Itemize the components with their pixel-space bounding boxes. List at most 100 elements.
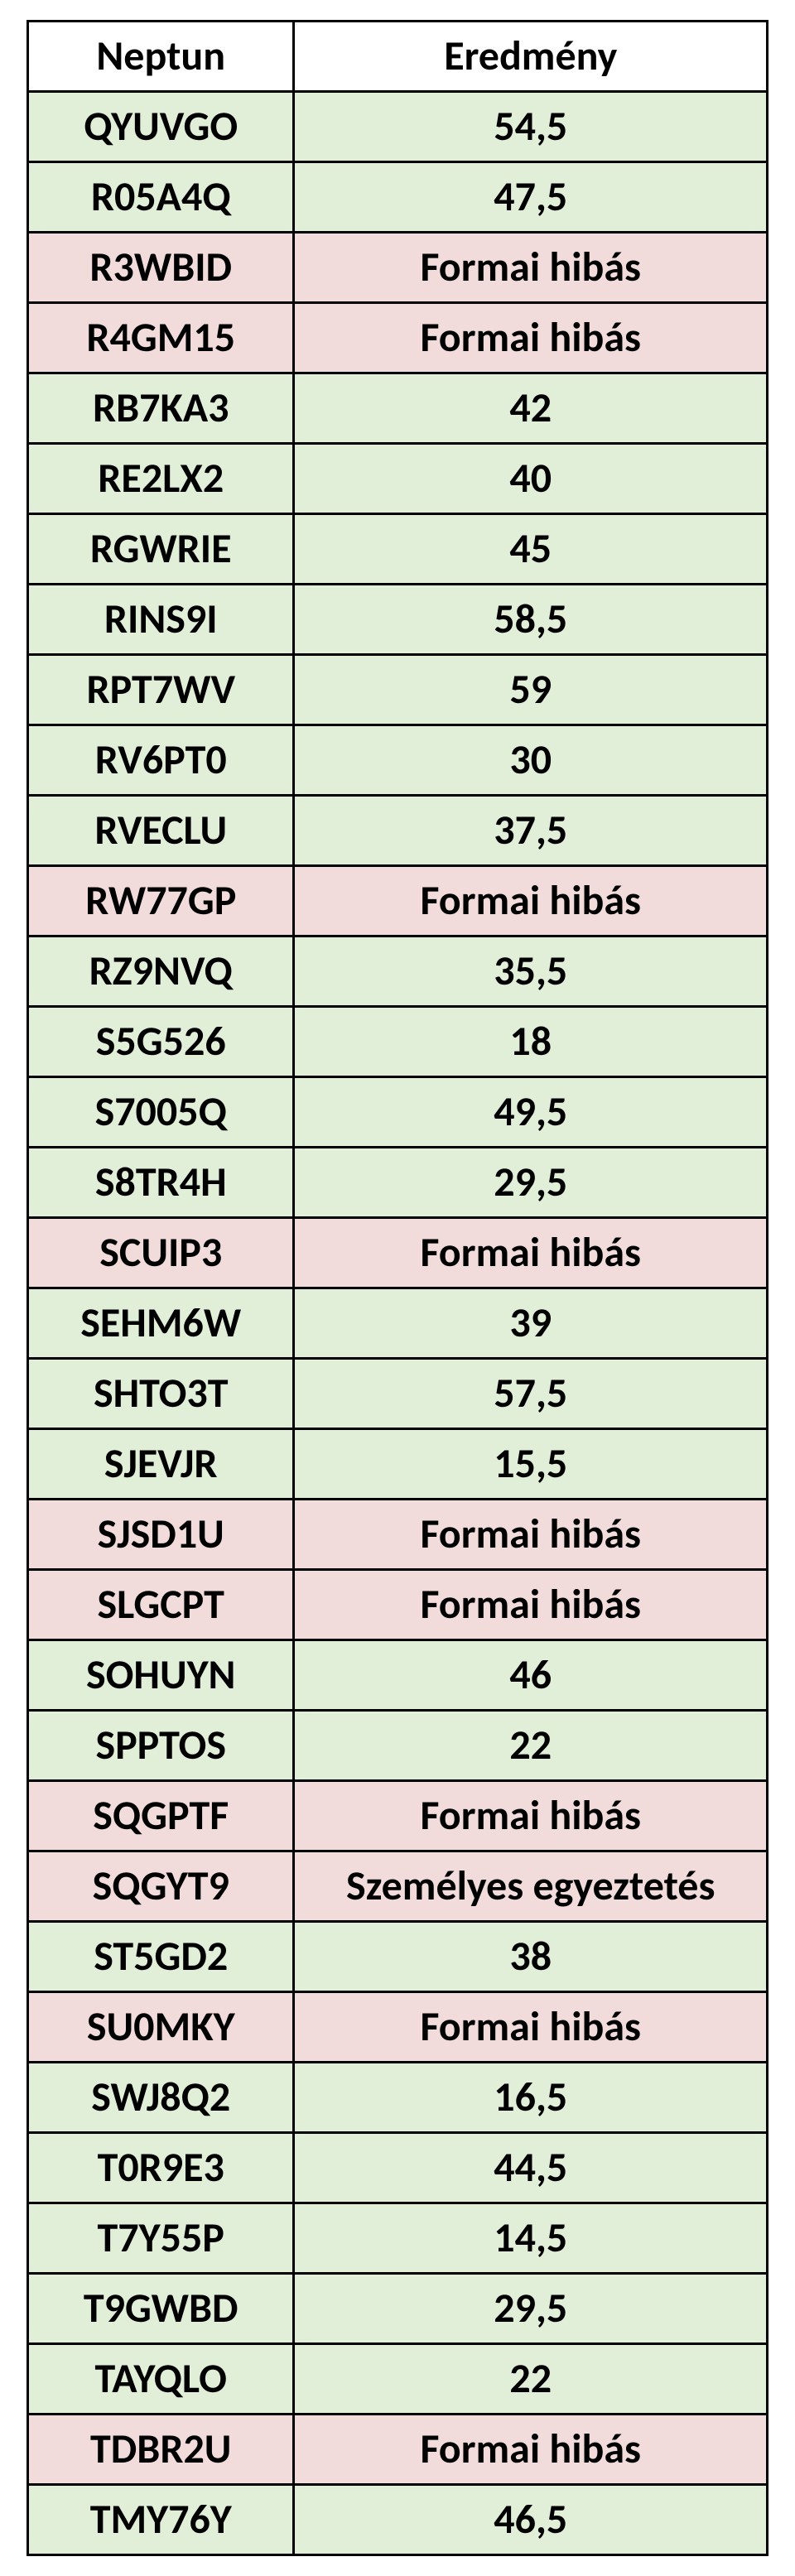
cell-eredmeny: 47,5 — [294, 162, 768, 233]
cell-neptun: SU0MKY — [28, 1992, 294, 2063]
table-row: R05A4Q47,5 — [28, 162, 768, 233]
cell-eredmeny: 57,5 — [294, 1359, 768, 1429]
cell-neptun: S8TR4H — [28, 1148, 294, 1218]
cell-neptun: RGWRIE — [28, 514, 294, 585]
table-row: RINS9I58,5 — [28, 585, 768, 655]
cell-neptun: SHTO3T — [28, 1359, 294, 1429]
cell-eredmeny: 46,5 — [294, 2485, 768, 2555]
table-row: SQGPTFFormai hibás — [28, 1781, 768, 1851]
cell-neptun: R05A4Q — [28, 162, 294, 233]
cell-neptun: SJSD1U — [28, 1500, 294, 1570]
cell-neptun: RVECLU — [28, 796, 294, 866]
cell-neptun: S5G526 — [28, 1007, 294, 1077]
cell-neptun: SQGYT9 — [28, 1851, 294, 1922]
cell-eredmeny: 42 — [294, 373, 768, 444]
cell-neptun: RB7KA3 — [28, 373, 294, 444]
cell-eredmeny: 22 — [294, 1711, 768, 1781]
cell-eredmeny: Formai hibás — [294, 1570, 768, 1640]
cell-eredmeny: 39 — [294, 1288, 768, 1359]
cell-eredmeny: 54,5 — [294, 92, 768, 162]
cell-eredmeny: 18 — [294, 1007, 768, 1077]
cell-neptun: R3WBID — [28, 233, 294, 303]
cell-eredmeny: 38 — [294, 1922, 768, 1992]
table-row: SCUIP3Formai hibás — [28, 1218, 768, 1288]
table-row: RPT7WV59 — [28, 655, 768, 725]
cell-neptun: SOHUYN — [28, 1640, 294, 1711]
table-row: S8TR4H29,5 — [28, 1148, 768, 1218]
cell-neptun: ST5GD2 — [28, 1922, 294, 1992]
cell-neptun: SQGPTF — [28, 1781, 294, 1851]
cell-eredmeny: Formai hibás — [294, 303, 768, 373]
cell-eredmeny: 29,5 — [294, 2274, 768, 2344]
table-row: QYUVGO54,5 — [28, 92, 768, 162]
cell-neptun: SJEVJR — [28, 1429, 294, 1500]
cell-neptun: TAYQLO — [28, 2344, 294, 2415]
cell-neptun: RW77GP — [28, 866, 294, 937]
table-row: SJSD1UFormai hibás — [28, 1500, 768, 1570]
table-row: RE2LX240 — [28, 444, 768, 514]
cell-neptun: R4GM15 — [28, 303, 294, 373]
cell-eredmeny: 37,5 — [294, 796, 768, 866]
cell-neptun: RINS9I — [28, 585, 294, 655]
table-header-row: Neptun Eredmény — [28, 22, 768, 92]
cell-eredmeny: Személyes egyeztetés — [294, 1851, 768, 1922]
cell-eredmeny: Formai hibás — [294, 1500, 768, 1570]
table-row: RB7KA342 — [28, 373, 768, 444]
table-row: R4GM15Formai hibás — [28, 303, 768, 373]
table-row: SJEVJR15,5 — [28, 1429, 768, 1500]
table-row: TMY76Y46,5 — [28, 2485, 768, 2555]
table-row: S5G52618 — [28, 1007, 768, 1077]
cell-eredmeny: 46 — [294, 1640, 768, 1711]
cell-eredmeny: 15,5 — [294, 1429, 768, 1500]
cell-neptun: S7005Q — [28, 1077, 294, 1148]
table-row: SOHUYN46 — [28, 1640, 768, 1711]
cell-neptun: SPPTOS — [28, 1711, 294, 1781]
cell-eredmeny: Formai hibás — [294, 866, 768, 937]
cell-eredmeny: 49,5 — [294, 1077, 768, 1148]
table-row: RW77GPFormai hibás — [28, 866, 768, 937]
cell-neptun: SWJ8Q2 — [28, 2063, 294, 2133]
table-row: T7Y55P14,5 — [28, 2203, 768, 2274]
cell-eredmeny: 14,5 — [294, 2203, 768, 2274]
table-row: RZ9NVQ35,5 — [28, 937, 768, 1007]
cell-neptun: T0R9E3 — [28, 2133, 294, 2203]
cell-eredmeny: 40 — [294, 444, 768, 514]
cell-eredmeny: 29,5 — [294, 1148, 768, 1218]
cell-eredmeny: Formai hibás — [294, 1218, 768, 1288]
table-row: ST5GD238 — [28, 1922, 768, 1992]
page-container: Neptun Eredmény QYUVGO54,5R05A4Q47,5R3WB… — [0, 0, 795, 2576]
header-eredmeny: Eredmény — [294, 22, 768, 92]
table-row: SWJ8Q216,5 — [28, 2063, 768, 2133]
table-row: SU0MKYFormai hibás — [28, 1992, 768, 2063]
cell-neptun: QYUVGO — [28, 92, 294, 162]
cell-neptun: SLGCPT — [28, 1570, 294, 1640]
cell-neptun: T9GWBD — [28, 2274, 294, 2344]
table-row: S7005Q49,5 — [28, 1077, 768, 1148]
cell-eredmeny: 35,5 — [294, 937, 768, 1007]
cell-neptun: TMY76Y — [28, 2485, 294, 2555]
cell-neptun: RV6PT0 — [28, 725, 294, 796]
table-row: SLGCPTFormai hibás — [28, 1570, 768, 1640]
cell-neptun: RPT7WV — [28, 655, 294, 725]
cell-neptun: SCUIP3 — [28, 1218, 294, 1288]
cell-eredmeny: 16,5 — [294, 2063, 768, 2133]
cell-eredmeny: 44,5 — [294, 2133, 768, 2203]
table-row: SEHM6W39 — [28, 1288, 768, 1359]
cell-neptun: TDBR2U — [28, 2415, 294, 2485]
cell-eredmeny: 45 — [294, 514, 768, 585]
table-row: T9GWBD29,5 — [28, 2274, 768, 2344]
table-row: SQGYT9Személyes egyeztetés — [28, 1851, 768, 1922]
cell-eredmeny: Formai hibás — [294, 233, 768, 303]
cell-neptun: RZ9NVQ — [28, 937, 294, 1007]
table-row: RVECLU37,5 — [28, 796, 768, 866]
cell-neptun: T7Y55P — [28, 2203, 294, 2274]
table-row: SPPTOS22 — [28, 1711, 768, 1781]
cell-neptun: RE2LX2 — [28, 444, 294, 514]
table-row: T0R9E344,5 — [28, 2133, 768, 2203]
table-row: TAYQLO22 — [28, 2344, 768, 2415]
table-row: TDBR2UFormai hibás — [28, 2415, 768, 2485]
cell-eredmeny: 58,5 — [294, 585, 768, 655]
header-neptun: Neptun — [28, 22, 294, 92]
cell-eredmeny: 59 — [294, 655, 768, 725]
cell-eredmeny: Formai hibás — [294, 2415, 768, 2485]
